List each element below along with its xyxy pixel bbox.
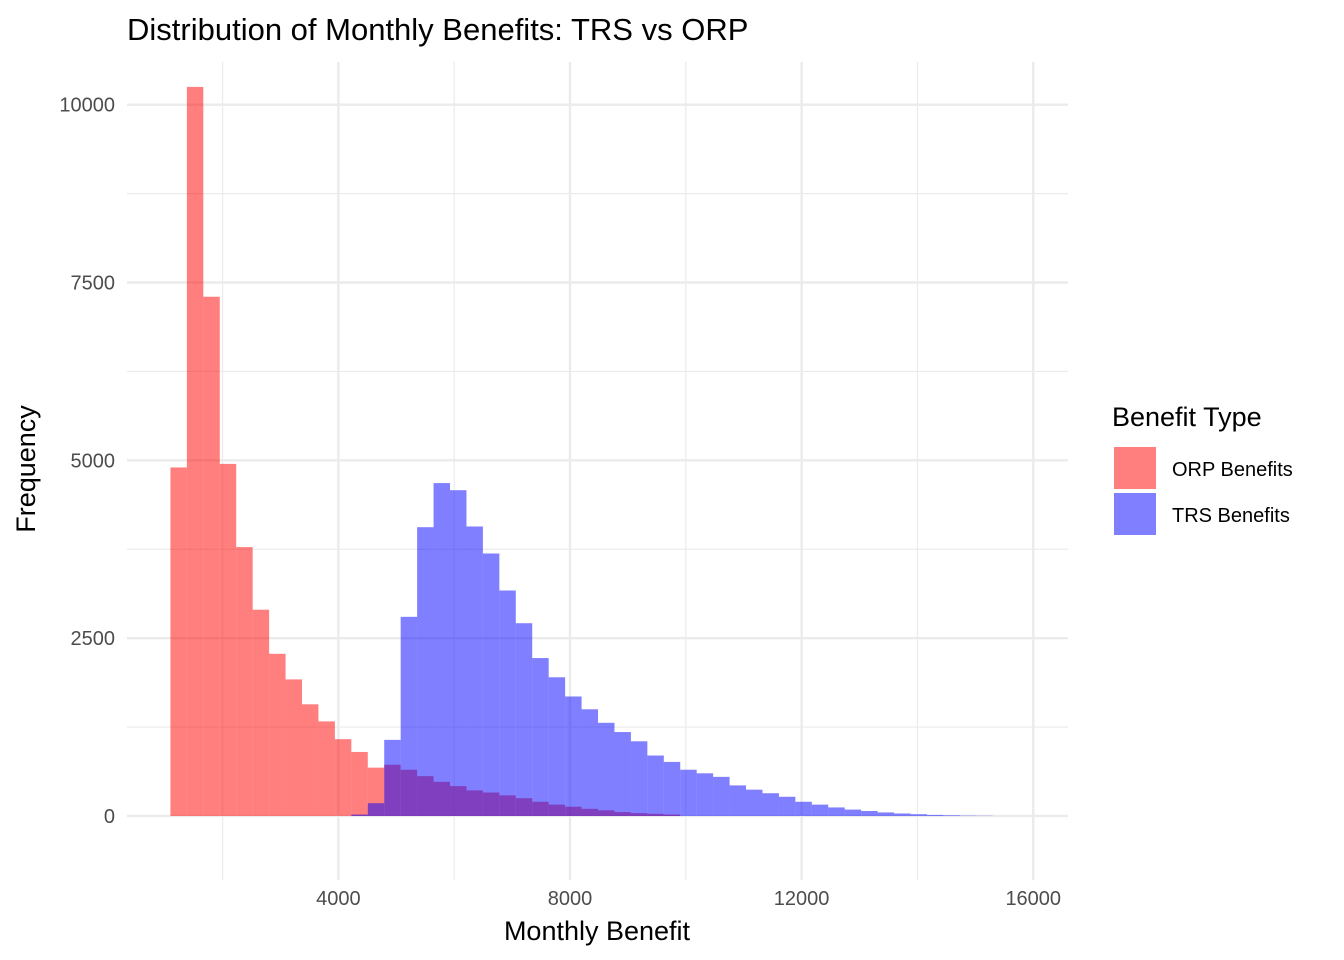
histogram-bar: [318, 721, 335, 816]
histogram-bar: [663, 761, 681, 816]
y-axis-title: Frequency: [11, 405, 41, 533]
histogram-bar: [466, 526, 483, 816]
histogram-bar: [433, 483, 451, 816]
histogram-bar: [219, 463, 237, 816]
histogram-bar: [285, 679, 302, 816]
histogram-bar: [532, 658, 549, 816]
histogram-bar: [269, 653, 286, 816]
y-tick-label: 0: [104, 806, 115, 828]
histogram-bar: [943, 815, 960, 816]
legend-items: ORP Benefits TRS Benefits: [1114, 447, 1293, 535]
histogram-bar: [861, 811, 878, 816]
legend-title: Benefit Type: [1112, 402, 1262, 432]
legend-label: TRS Benefits: [1172, 505, 1290, 527]
histogram-bar: [450, 490, 467, 816]
legend-key: [1114, 493, 1156, 535]
histogram-bar: [926, 814, 944, 816]
histogram-bar: [384, 739, 401, 816]
histogram-bar: [367, 803, 385, 816]
histogram-bar: [614, 732, 631, 816]
histogram-bar: [844, 809, 862, 816]
y-tick-label: 5000: [71, 450, 116, 472]
x-axis-tick-labels: 4000 8000 12000 16000: [316, 888, 1061, 910]
histogram-bar: [630, 741, 648, 816]
histogram-bar: [811, 804, 829, 816]
histogram-bar: [762, 793, 779, 816]
histogram-bar: [236, 547, 253, 816]
histogram-bar: [482, 553, 500, 816]
histogram-bar: [680, 769, 697, 816]
histogram-bar: [351, 751, 368, 816]
histogram-bar: [515, 623, 533, 816]
histogram-bar: [894, 813, 911, 816]
x-axis-title: Monthly Benefit: [504, 916, 691, 946]
x-tick-label: 4000: [316, 888, 361, 910]
y-tick-label: 2500: [71, 628, 116, 650]
series-trs-benefits: [351, 483, 993, 816]
series-orp-benefits: [170, 86, 681, 816]
histogram-bar: [351, 814, 368, 816]
histogram-bar: [581, 709, 599, 816]
histogram-bar: [417, 527, 434, 816]
histogram-bar: [910, 814, 927, 816]
histogram-bar: [186, 86, 204, 816]
histogram-bar: [400, 616, 418, 816]
histogram-bar: [565, 696, 582, 816]
histogram-bar: [598, 722, 615, 816]
histogram-bar: [828, 807, 845, 816]
histogram-bar: [746, 789, 763, 816]
histogram-bar: [170, 467, 187, 816]
histogram-bar: [548, 677, 566, 816]
legend-key: [1114, 447, 1156, 489]
histogram-bar: [334, 739, 352, 816]
histogram-bar: [499, 590, 516, 816]
x-tick-label: 16000: [1005, 888, 1061, 910]
histogram-bar: [647, 755, 664, 816]
histogram-bar: [713, 776, 730, 816]
histogram-bar: [778, 796, 796, 816]
legend-label: ORP Benefits: [1172, 459, 1293, 481]
histogram-bar: [252, 609, 270, 816]
chart-title: Distribution of Monthly Benefits: TRS vs…: [127, 12, 748, 47]
y-tick-label: 10000: [59, 95, 115, 117]
y-axis-tick-labels: 0 2500 5000 7500 10000: [59, 95, 115, 828]
histogram-bar: [729, 785, 747, 816]
histogram-bar: [795, 801, 812, 816]
histogram-bar: [301, 704, 319, 816]
histogram-bar: [203, 296, 220, 816]
histogram-bar: [696, 773, 714, 816]
x-tick-label: 8000: [548, 888, 593, 910]
histogram-bar: [877, 812, 895, 816]
minor-gridlines: [127, 62, 1068, 880]
x-tick-label: 12000: [774, 888, 830, 910]
y-tick-label: 7500: [71, 273, 116, 295]
legend: Benefit Type ORP Benefits TRS Benefits: [1112, 402, 1293, 535]
histogram-bars: [170, 86, 993, 816]
